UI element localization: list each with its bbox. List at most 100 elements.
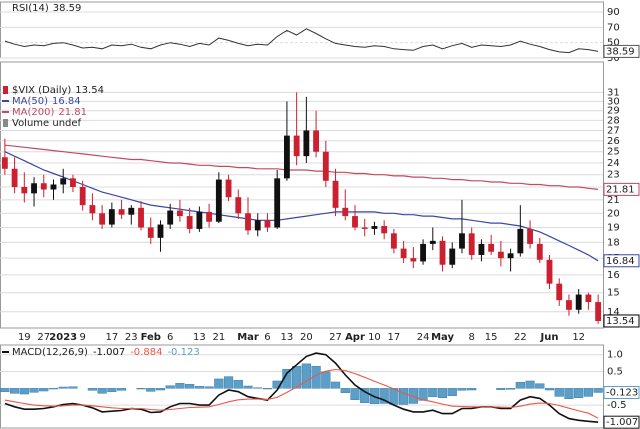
- y-tick-label: 18: [607, 237, 620, 248]
- legend-value: -0.884: [130, 347, 162, 358]
- candle-body: [128, 207, 135, 215]
- histogram-bar: [554, 388, 564, 397]
- histogram-bar: [233, 380, 243, 389]
- legend: Volume undef: [12, 118, 82, 129]
- y-tick-label: 26: [607, 136, 620, 147]
- candle-body: [138, 207, 144, 228]
- histogram-bar: [350, 388, 360, 400]
- histogram-bar: [194, 386, 204, 389]
- candle-body: [332, 180, 339, 208]
- candle-body: [595, 302, 602, 321]
- histogram-bar: [330, 381, 341, 389]
- candle-body: [264, 220, 271, 228]
- candle-body: [1, 157, 8, 169]
- value-tag: [603, 44, 640, 58]
- histogram-bar: [408, 388, 418, 404]
- histogram-bar: [204, 386, 214, 389]
- y-tick-label: 0.5: [607, 367, 623, 378]
- value-tag: [603, 254, 640, 268]
- histogram-bar: [0, 388, 10, 392]
- candle-body: [556, 283, 563, 301]
- candle-body: [468, 233, 475, 255]
- y-tick-label: 30: [607, 53, 620, 64]
- candle-body: [215, 179, 222, 222]
- y-tick-label: 27: [607, 125, 620, 136]
- x-tick-label: 8: [469, 332, 475, 343]
- line: [4, 28, 599, 54]
- candle-body: [390, 233, 397, 249]
- histogram-bar: [418, 388, 428, 401]
- x-tick-label: 15: [485, 332, 498, 343]
- histogram-bar: [496, 388, 506, 390]
- histogram-bar: [29, 388, 39, 393]
- legend-value: 13.54: [75, 85, 104, 96]
- histogram-bar: [379, 388, 389, 404]
- histogram-bar: [165, 385, 175, 389]
- legend-name: $VIX (Daily): [12, 85, 71, 96]
- candle-body: [536, 243, 543, 260]
- legend-name: MA(50): [12, 96, 48, 107]
- candle-body: [177, 210, 183, 217]
- histogram-bar: [428, 388, 438, 397]
- candle-body: [89, 205, 96, 214]
- candle-body: [497, 251, 504, 259]
- candle-body: [167, 210, 174, 225]
- x-tick-label: 17: [388, 332, 401, 343]
- value-tag: [603, 415, 640, 429]
- candle-body: [429, 240, 436, 244]
- histogram-bar: [116, 388, 127, 391]
- candle-body: [575, 294, 582, 310]
- legend-name: MACD(12,26,9): [12, 347, 88, 358]
- candle-body: [400, 248, 407, 259]
- histogram-bar: [282, 368, 292, 389]
- histogram-bar: [136, 388, 146, 390]
- value-tag-label: -0.123: [606, 387, 638, 398]
- y-tick-label: 14: [607, 307, 620, 318]
- histogram-bar: [506, 388, 516, 390]
- x-tick-label: 6: [167, 332, 173, 343]
- candle-body: [21, 186, 28, 194]
- candle-body: [274, 178, 281, 228]
- candle-body: [31, 183, 37, 194]
- histogram-bar: [360, 388, 370, 403]
- moving-average: [4, 151, 599, 262]
- value-tag-label: -1.007: [606, 417, 638, 428]
- candle-body: [371, 226, 378, 229]
- x-tick-label: May: [431, 332, 454, 343]
- line: [4, 368, 599, 419]
- panel-frame: [0, 1, 604, 59]
- y-tick-label: 25: [607, 147, 620, 158]
- histogram-bar: [146, 388, 156, 392]
- x-tick-label: 12: [572, 332, 585, 343]
- legend: MACD(12,26,9) -1.007 -0.884 -0.123: [12, 347, 200, 358]
- legend-value: 38.59: [53, 3, 82, 14]
- candle-body: [40, 183, 47, 190]
- candle-body: [245, 213, 251, 231]
- x-tick-label: 6: [264, 332, 270, 343]
- legend-icon: [3, 86, 8, 94]
- candle-body: [283, 135, 290, 179]
- panel-frame: [0, 61, 604, 329]
- candle-body: [459, 233, 465, 249]
- x-tick-label: 10: [368, 332, 381, 343]
- histogram-bar: [301, 363, 311, 389]
- legend: RSI(14) 38.59: [12, 3, 81, 14]
- candle-body: [225, 179, 232, 198]
- histogram-bar: [467, 388, 477, 391]
- legend-name: RSI(14): [12, 3, 49, 14]
- histogram-bar: [321, 371, 331, 389]
- histogram-bar: [243, 385, 253, 389]
- y-tick-label: 50: [607, 38, 620, 49]
- value-tag: [603, 385, 640, 399]
- histogram-bar: [544, 388, 555, 391]
- candle-body: [546, 259, 553, 284]
- candle-body: [507, 253, 514, 259]
- histogram-bar: [437, 388, 448, 398]
- histogram-bar: [292, 365, 302, 389]
- x-tick-label: Mar: [237, 332, 259, 343]
- candle-body: [118, 209, 125, 215]
- x-tick-label: 13: [193, 332, 206, 343]
- candle-body: [235, 197, 242, 214]
- value-tag-label: 21.81: [606, 184, 635, 195]
- histogram-bar: [399, 388, 409, 405]
